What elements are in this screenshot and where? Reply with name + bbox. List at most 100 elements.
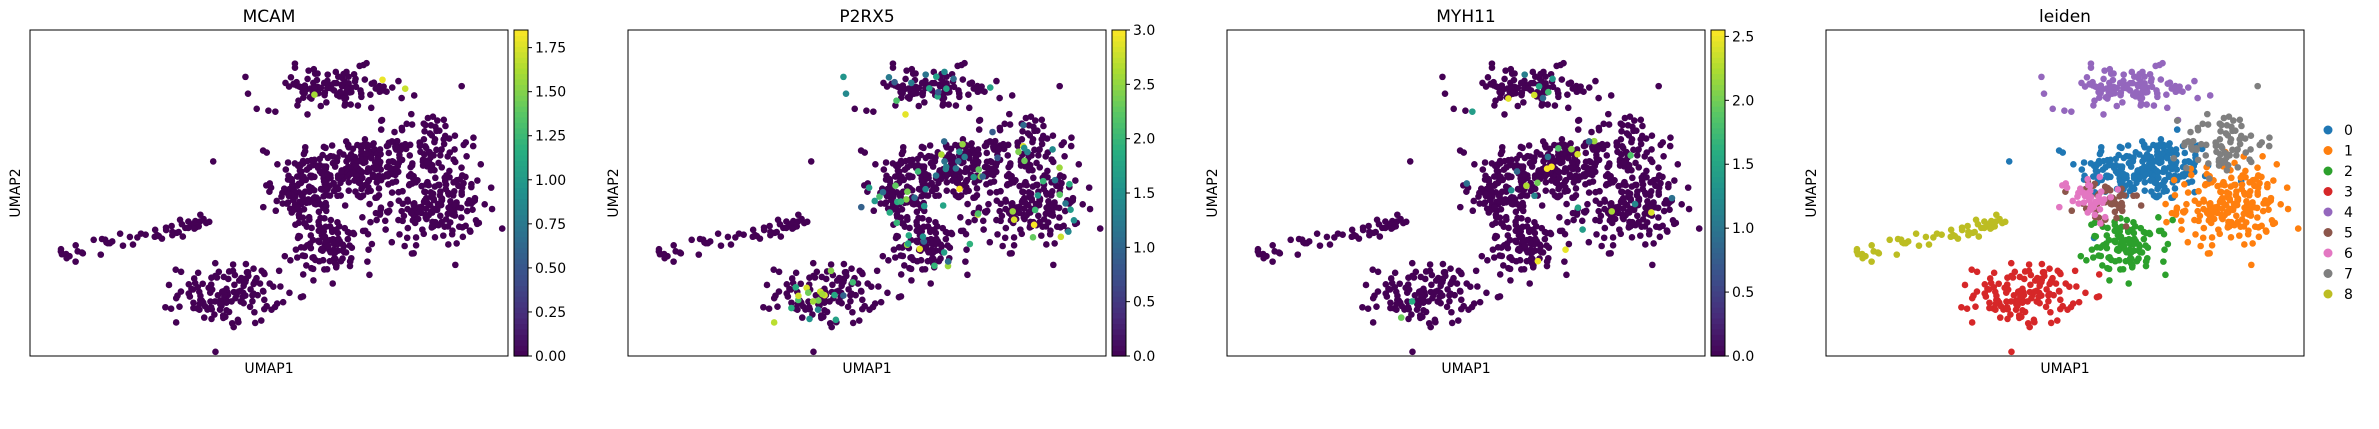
data-point (2057, 296, 2064, 304)
data-point (985, 200, 992, 208)
data-point (207, 298, 214, 305)
data-point (1667, 134, 1674, 141)
data-point (1394, 292, 1401, 300)
colorbar-tick-label: 1.00 (535, 173, 566, 189)
data-point (1572, 185, 1580, 192)
data-point (783, 290, 791, 297)
data-point (257, 317, 265, 324)
data-point (1026, 191, 1034, 199)
data-point (1600, 234, 1608, 242)
data-point (172, 266, 180, 273)
data-point (451, 146, 458, 153)
data-point (207, 303, 215, 311)
data-point (242, 73, 249, 81)
data-point (1521, 154, 1529, 162)
data-point (1543, 258, 1551, 265)
data-point (1382, 290, 1390, 297)
data-point (2181, 149, 2189, 157)
data-point (897, 193, 904, 200)
data-point (1009, 208, 1017, 215)
data-point (1458, 305, 1465, 313)
data-point (1571, 176, 1579, 184)
colorbar-segment (514, 279, 528, 286)
data-point (891, 254, 899, 261)
colorbar-segment (1711, 133, 1725, 140)
data-point (2247, 212, 2255, 219)
data-point (428, 132, 436, 139)
colorbar-segment (1711, 269, 1725, 276)
colorbar-segment (1112, 95, 1126, 102)
data-point (301, 252, 309, 260)
data-point (908, 85, 916, 92)
data-point (1537, 151, 1544, 158)
data-point (2204, 110, 2211, 118)
colorbar-segment (1711, 89, 1725, 96)
data-point (347, 101, 354, 108)
data-point (2157, 76, 2165, 83)
data-point (798, 314, 806, 321)
data-point (930, 226, 938, 234)
data-point (920, 202, 928, 210)
data-point (2188, 171, 2195, 179)
data-point (2140, 235, 2148, 243)
data-point (978, 83, 985, 90)
data-point (1617, 198, 1625, 206)
data-point (1585, 84, 1593, 91)
data-point (346, 242, 353, 249)
data-point (717, 242, 725, 249)
data-point (317, 84, 325, 92)
data-point (2217, 127, 2224, 135)
data-point (1504, 232, 1512, 239)
data-point (1569, 209, 1577, 217)
data-point (876, 193, 883, 200)
data-point (408, 121, 416, 128)
colorbar-segment (514, 133, 528, 140)
data-point (1603, 141, 1611, 149)
data-point (961, 59, 968, 67)
data-point (2122, 257, 2130, 265)
data-point (760, 226, 768, 234)
data-point (272, 108, 279, 115)
data-point (1565, 80, 1573, 88)
data-point (2224, 132, 2232, 139)
data-point (275, 267, 283, 275)
data-point (361, 136, 369, 143)
data-point (305, 67, 312, 74)
data-point (1439, 292, 1446, 299)
data-point (358, 156, 365, 163)
colorbar-segment (1711, 252, 1725, 259)
data-point (1465, 306, 1472, 314)
data-point (2097, 143, 2105, 151)
data-point (1070, 216, 1078, 224)
data-point (2154, 168, 2162, 176)
colorbar-segment (1711, 241, 1725, 248)
data-point (871, 197, 879, 205)
data-point (2145, 145, 2153, 153)
data-point (1008, 92, 1016, 99)
colorbar-segment (514, 84, 528, 91)
data-point (416, 142, 424, 150)
data-point (895, 293, 903, 301)
data-point (315, 208, 323, 216)
data-point (924, 257, 932, 265)
colorbar-segment (1112, 62, 1126, 69)
data-point (831, 291, 838, 299)
data-point (2003, 303, 2011, 311)
data-point (1444, 286, 1451, 293)
data-point (2089, 254, 2097, 261)
data-point (351, 78, 359, 85)
data-point (943, 179, 951, 186)
data-point (2191, 216, 2198, 224)
data-point (1963, 305, 1971, 313)
data-point (1049, 212, 1057, 219)
data-point (377, 117, 385, 124)
data-point (1584, 200, 1591, 208)
data-point (1521, 170, 1528, 178)
data-point (2162, 200, 2169, 208)
data-point (1624, 167, 1632, 174)
data-point (445, 241, 452, 248)
data-point (1974, 220, 1982, 228)
colorbar-segment (1711, 84, 1725, 91)
data-point (1621, 178, 1628, 186)
legend-label: 1 (2344, 144, 2353, 160)
